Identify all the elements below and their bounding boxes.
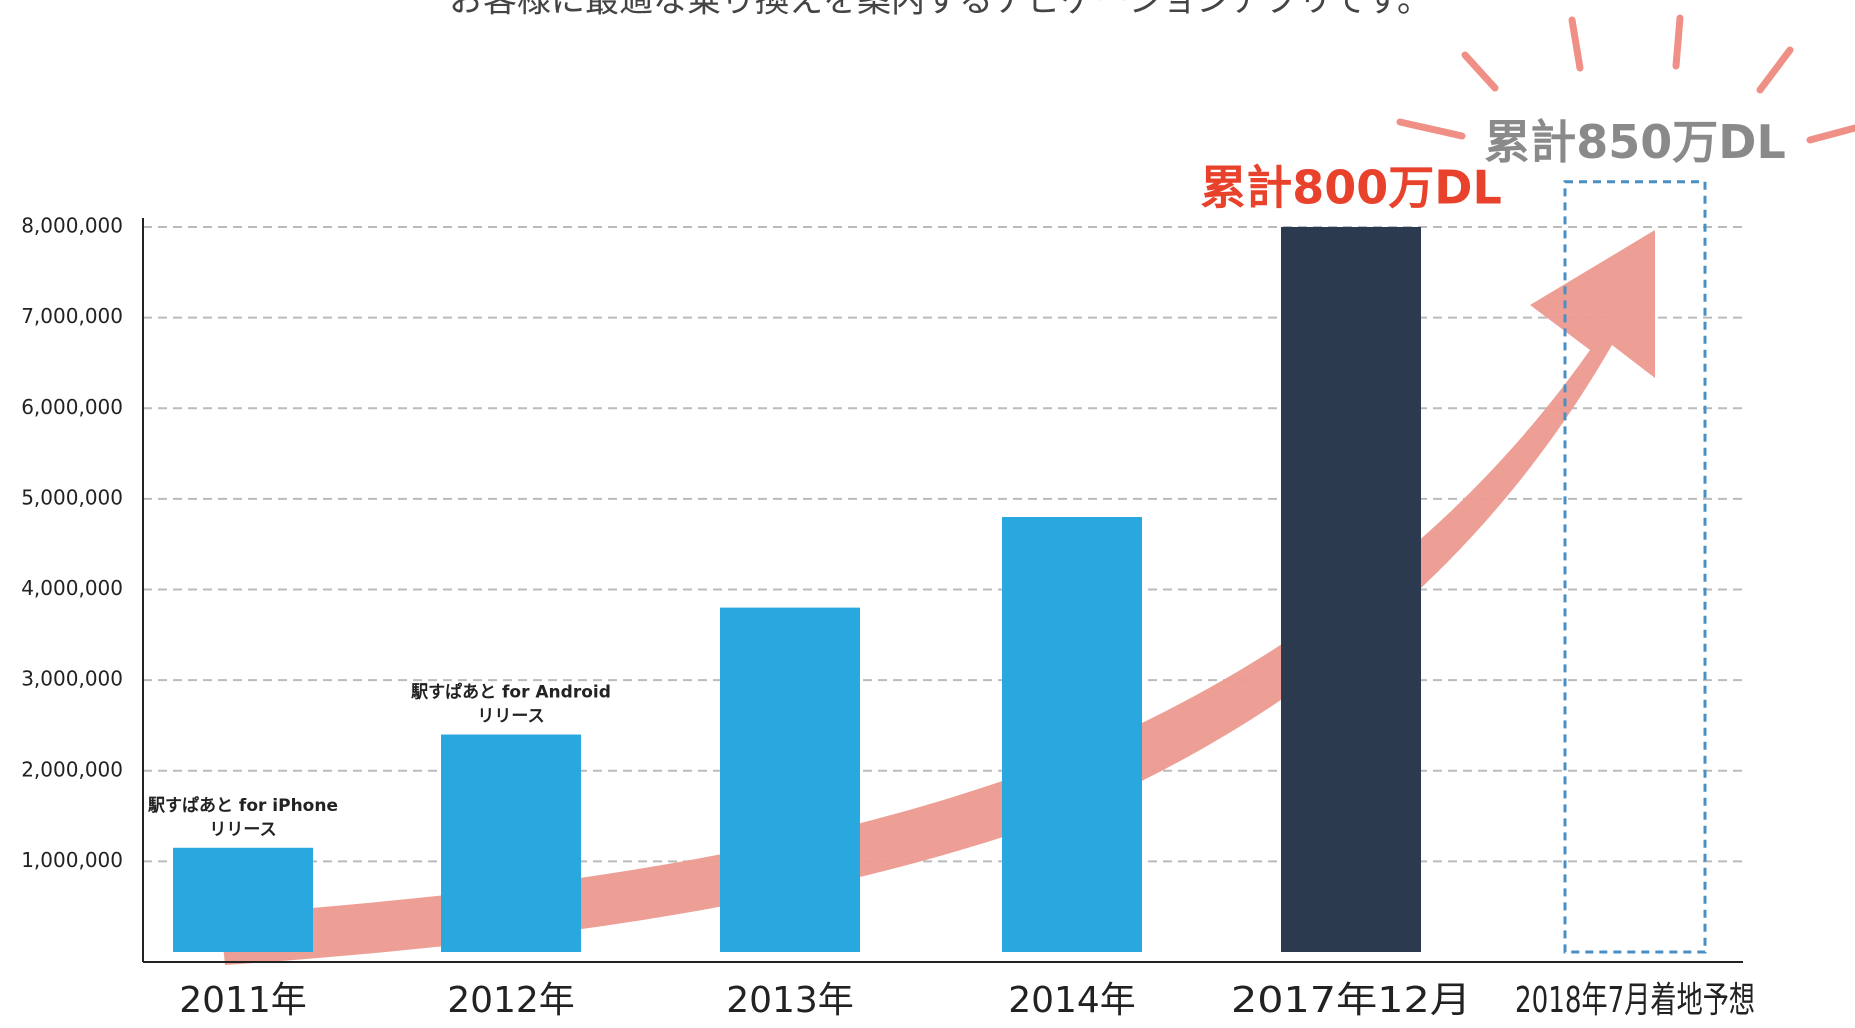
release-note: 駅すぱあと for Android: [410, 682, 611, 703]
y-tick-label: 2,000,000: [21, 757, 123, 781]
total-label: 累計850万DL: [1484, 115, 1786, 169]
x-tick-label: 2014年: [1008, 980, 1136, 1021]
bar: [720, 607, 860, 952]
release-note: リリース: [477, 707, 544, 727]
burst: [1396, 14, 1855, 144]
x-tick-label: 2018年7月着地予想: [1515, 980, 1755, 1021]
bar: [1563, 180, 1707, 954]
y-tick-label: 3,000,000: [21, 667, 123, 691]
subtitle: お客様に最適な乗り換えを案内するナビゲーションアプリです。: [449, 0, 1431, 21]
bar: [1002, 517, 1142, 952]
bar: [441, 734, 581, 952]
y-tick-label: 1,000,000: [21, 848, 123, 872]
y-tick-label: 4,000,000: [21, 576, 123, 600]
x-tick-label: 2012年: [447, 980, 575, 1021]
release-note: リリース: [209, 820, 276, 840]
x-tick-label: 2011年: [179, 980, 307, 1021]
total-label: 累計800万DL: [1200, 161, 1502, 215]
release-note: 駅すぱあと for iPhone: [147, 795, 338, 816]
x-tick-label: 2013年: [726, 980, 854, 1021]
y-tick-label: 5,000,000: [21, 485, 123, 509]
y-tick-label: 8,000,000: [21, 214, 123, 238]
x-tick-label: 2017年12月: [1231, 980, 1471, 1021]
y-tick-label: 7,000,000: [21, 304, 123, 328]
y-tick-label: 6,000,000: [21, 395, 123, 419]
growth-arrow: [220, 230, 1655, 965]
bar: [1281, 227, 1421, 952]
bar: [173, 847, 313, 952]
